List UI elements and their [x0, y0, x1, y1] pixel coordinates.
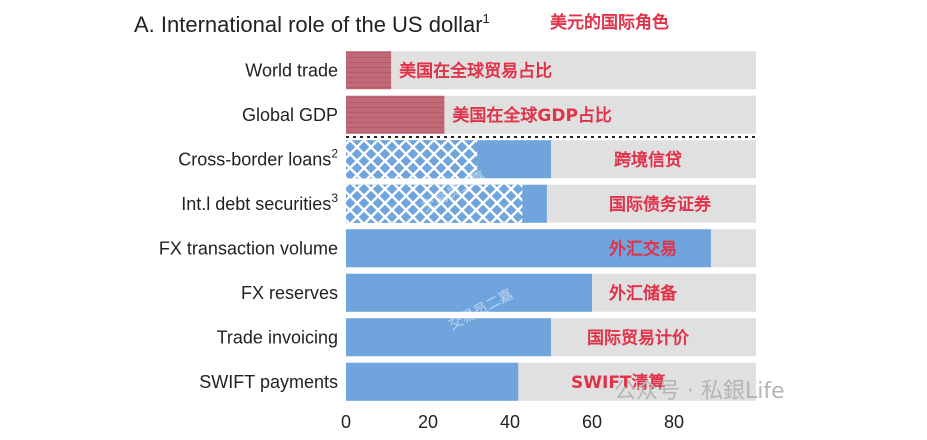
chart-title-text: A. International role of the US dollar	[134, 12, 483, 37]
bar	[346, 318, 551, 357]
x-tick-label: 20	[418, 412, 438, 432]
bar-annotation: 国际贸易计价	[587, 327, 690, 348]
bar	[346, 273, 592, 312]
bar-hatched-portion	[346, 184, 523, 223]
plot-area: World trade 美国在全球贸易占比 Global GDP 美国在全球GDP占比…	[159, 48, 756, 432]
category-label: Int.l debt securities3	[181, 191, 338, 214]
watermark-public-account: 公众号 · 私銀Life	[614, 379, 785, 404]
bar-annotation: 跨境信贷	[614, 149, 682, 170]
x-tick-label: 60	[582, 412, 602, 432]
chart-title: A. International role of the US dollar1	[134, 11, 490, 37]
category-label: World trade	[245, 60, 338, 80]
bar	[346, 229, 711, 268]
bar-annotation: 国际债务证券	[609, 194, 712, 215]
bar-track	[346, 51, 756, 90]
x-tick-label: 40	[500, 412, 520, 432]
category-label: FX reserves	[241, 283, 338, 303]
bar-hatched-portion	[346, 140, 478, 179]
x-tick-label: 0	[341, 412, 351, 432]
x-tick-label: 80	[664, 412, 684, 432]
bar	[346, 95, 445, 134]
bar-annotation: 美国在全球贸易占比	[399, 60, 552, 81]
bar	[346, 362, 519, 401]
chart-title-superscript: 1	[483, 11, 490, 26]
category-label: Cross-border loans2	[178, 146, 338, 169]
bar	[346, 51, 392, 90]
chart-subtitle-zh: 美元的国际角色	[550, 12, 669, 33]
bar-annotation: 外汇储备	[609, 283, 678, 304]
bar-annotation: 外汇交易	[609, 238, 677, 259]
category-label: Trade invoicing	[217, 327, 338, 347]
category-label: SWIFT payments	[199, 372, 338, 392]
bar-annotation: 美国在全球GDP占比	[452, 105, 612, 126]
bar-annotation: SWIFT清算	[571, 372, 666, 393]
category-label: FX transaction volume	[159, 238, 338, 258]
category-label: Global GDP	[242, 105, 338, 125]
